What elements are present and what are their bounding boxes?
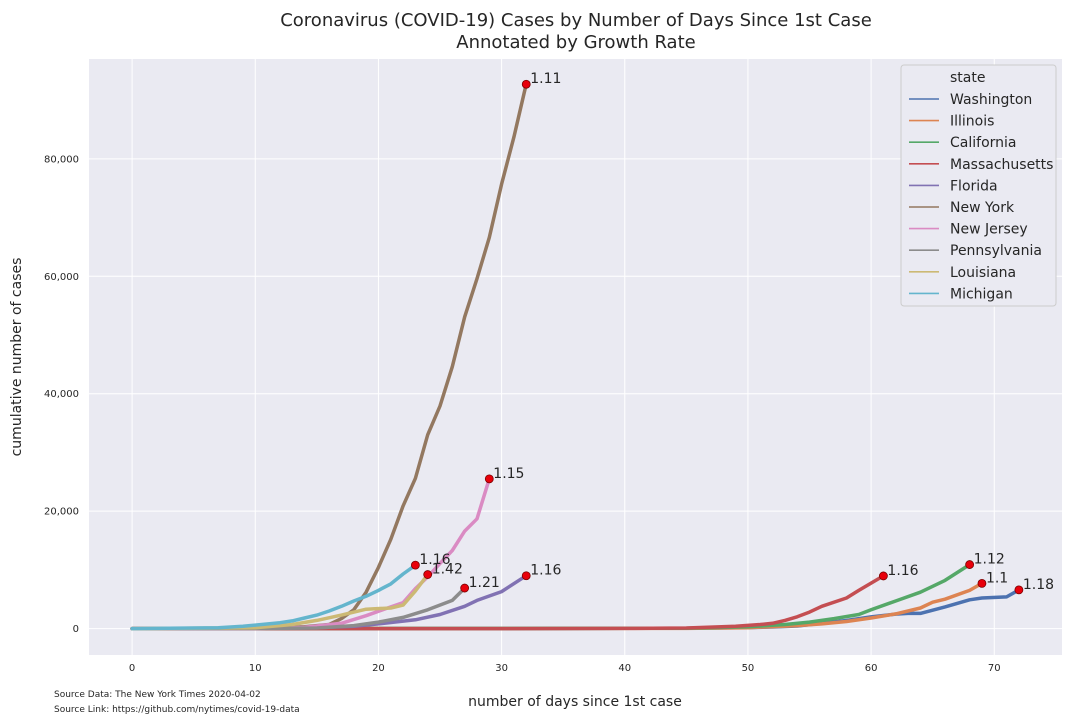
x-tick-label: 50 [742,663,755,674]
growth-rate-label-illinois: 1.1 [986,570,1008,586]
growth-rate-label-california: 1.12 [974,552,1005,568]
x-tick-label: 20 [372,663,385,674]
growth-rate-label-michigan: 1.16 [419,552,450,568]
endpoint-marker-massachusetts [879,571,888,581]
endpoint-marker-louisiana [423,570,433,579]
growth-rate-annotations: 1.181.11.121.161.161.111.151.211.421.16 [419,71,1054,593]
legend-box [900,64,1057,307]
chart-subtitle: Annotated by Growth Rate [456,32,695,53]
legend-label-pennsylvania: Pennsylvania [950,243,1042,259]
legend-label-louisiana: Louisiana [950,265,1016,281]
legend-label-new-york: New York [950,200,1015,216]
legend-label-washington: Washington [950,92,1032,108]
growth-rate-label-massachusetts: 1.16 [887,563,918,579]
x-tick-label: 0 [129,663,135,674]
endpoint-marker-florida [521,571,531,581]
legend-title: state [950,70,985,86]
y-tick-label: 40,000 [44,389,79,400]
source-data-note: Source Data: The New York Times 2020-04-… [54,690,261,700]
x-tick-label: 10 [249,663,262,674]
chart-title: Coronavirus (COVID-19) Cases by Number o… [280,10,872,31]
endpoint-marker-washington [1014,585,1024,595]
legend-label-florida: Florida [950,178,998,194]
growth-rate-label-louisiana: 1.42 [432,562,463,578]
endpoint-marker-michigan [410,560,420,570]
y-tick-label: 20,000 [44,507,79,518]
legend-label-michigan: Michigan [950,286,1013,302]
y-tick-label: 60,000 [44,272,79,283]
series-line-pennsylvania [130,586,467,631]
y-axis-label: cumulative number of cases [9,258,25,457]
growth-rate-label-new-york: 1.11 [530,71,561,87]
endpoint-marker-new-jersey [484,474,494,484]
legend-label-massachusetts: Massachusetts [950,157,1053,173]
series-line-louisiana [130,572,430,631]
x-tick-label: 70 [988,663,1001,674]
tick-labels: 0 10 20 30 40 50 60 70 0 20,000 40,000 60,000 80,000 [44,154,1001,674]
legend-label-new-jersey: New Jersey [950,222,1028,238]
y-tick-label: 80,000 [44,154,79,165]
growth-rate-label-florida: 1.16 [530,563,561,579]
x-tick-label: 60 [865,663,878,674]
series-line-michigan [130,563,418,631]
growth-rate-label-pennsylvania: 1.21 [469,575,500,591]
source-link-note: Source Link: https://github.com/nytimes/… [54,705,300,715]
growth-rate-label-new-jersey: 1.15 [493,466,524,482]
endpoint-markers [410,79,1024,595]
y-tick-label: 0 [73,624,79,635]
endpoint-marker-new-york [521,79,531,89]
x-tick-label: 30 [495,663,508,674]
x-axis-label: number of days since 1st case [468,694,682,710]
legend-label-illinois: Illinois [950,114,994,130]
endpoint-marker-illinois [977,578,987,588]
legend: state Washington Illinois California Massac… [900,64,1057,307]
series-line-massachusetts [130,574,886,631]
x-tick-label: 40 [618,663,631,674]
endpoint-marker-pennsylvania [460,583,470,593]
series-lines [130,82,1021,631]
endpoint-marker-california [965,560,975,569]
growth-rate-label-washington: 1.18 [1023,577,1054,593]
legend-label-california: California [950,135,1016,151]
